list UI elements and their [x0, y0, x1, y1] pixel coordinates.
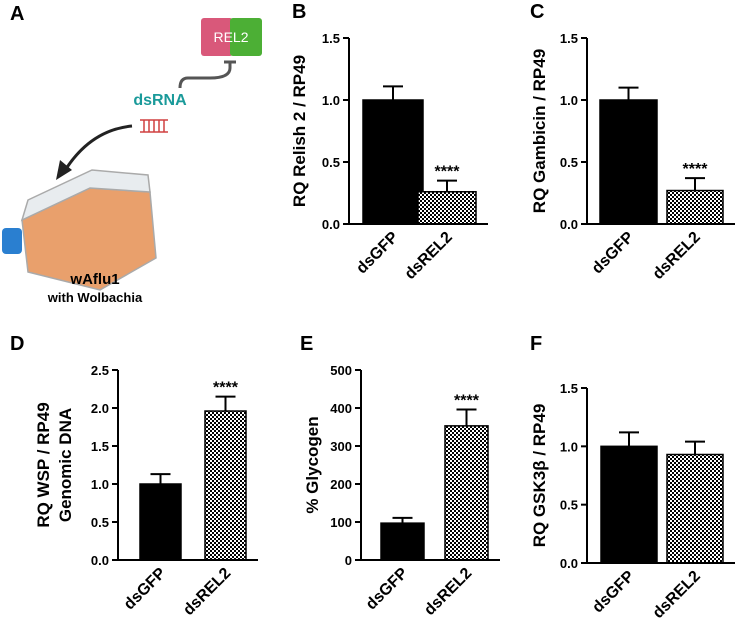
- y-tick-label: 0.0: [91, 553, 109, 568]
- y-tick-label: 2.0: [91, 401, 109, 416]
- bar: [666, 453, 724, 564]
- x-tick-label: dsREL2: [402, 229, 456, 283]
- bar: [600, 445, 658, 564]
- gene-block-left: [201, 18, 233, 56]
- y-tick-label: 1.0: [91, 477, 109, 492]
- y-axis-label: RQ WSP / RP49: [34, 402, 53, 527]
- y-tick-label: 0.0: [560, 556, 578, 571]
- x-tick-label: dsREL2: [650, 229, 704, 283]
- y-tick-label: 0.5: [560, 498, 578, 513]
- y-tick-label: 1.5: [322, 31, 340, 46]
- error-bar: [215, 395, 236, 412]
- panel-label: A: [10, 3, 24, 25]
- error-bar: [437, 179, 457, 192]
- error-bar: [619, 431, 639, 447]
- flask-icon: [2, 169, 157, 291]
- bar: [417, 191, 477, 225]
- x-tick-label: dsGFP: [363, 565, 412, 614]
- panel-a: A REL2 dsRNA wAflu1 with Wolbachia: [2, 3, 262, 305]
- y-axis-label: Genomic DNA: [56, 408, 75, 522]
- panel-label: F: [530, 333, 542, 355]
- y-tick-label: 100: [330, 515, 352, 530]
- error-bar: [392, 516, 413, 524]
- y-axis-label: RQ Gambicin / RP49: [530, 49, 549, 213]
- x-tick-label: dsGFP: [589, 568, 638, 617]
- dsrna-icon: [140, 119, 168, 133]
- gene-label: REL2: [213, 29, 248, 45]
- significance: ****: [454, 393, 480, 410]
- error-bar: [618, 86, 639, 100]
- y-tick-label: 1.5: [91, 439, 109, 454]
- y-tick-label: 400: [330, 401, 352, 416]
- y-axis-label: RQ Relish 2 / RP49: [290, 55, 309, 207]
- bar: [666, 189, 724, 225]
- y-tick-label: 0.5: [91, 515, 109, 530]
- y-tick-label: 0.0: [560, 217, 578, 232]
- x-tick-label: dsGFP: [589, 229, 638, 278]
- y-tick-label: 1.5: [560, 381, 578, 396]
- inhibition-line: [178, 60, 236, 89]
- cell-line-label: wAflu1: [69, 271, 119, 288]
- y-tick-label: 0.5: [322, 155, 340, 170]
- bar: [139, 483, 182, 561]
- error-bar: [685, 177, 705, 191]
- y-tick-label: 0.5: [560, 155, 578, 170]
- panel-label: C: [530, 1, 544, 23]
- y-tick-label: 1.0: [560, 439, 578, 454]
- cell-note: with Wolbachia: [47, 290, 143, 305]
- error-bar: [150, 473, 171, 484]
- panel-label: B: [292, 1, 306, 23]
- y-axis-label: % Glycogen: [303, 416, 322, 513]
- x-tick-label: dsREL2: [180, 565, 234, 619]
- y-tick-label: 1.0: [560, 93, 578, 108]
- y-tick-label: 200: [330, 477, 352, 492]
- bar: [362, 99, 424, 225]
- bar: [380, 522, 425, 561]
- bar: [599, 99, 658, 225]
- y-tick-label: 1.5: [560, 31, 578, 46]
- error-bar: [383, 85, 403, 100]
- y-tick-label: 0.0: [322, 217, 340, 232]
- bar: [204, 410, 247, 561]
- panel-label: E: [300, 333, 313, 355]
- significance: ****: [435, 164, 461, 181]
- dsrna-label: dsRNA: [133, 92, 187, 109]
- y-tick-label: 1.0: [322, 93, 340, 108]
- bar: [444, 425, 489, 561]
- arrow-head: [56, 160, 72, 180]
- y-tick-label: 500: [330, 363, 352, 378]
- arrow: [62, 124, 133, 173]
- x-tick-label: dsGFP: [353, 229, 402, 278]
- x-tick-label: dsREL2: [650, 568, 704, 622]
- significance: ****: [213, 380, 239, 397]
- gene-block-right: [230, 18, 262, 56]
- y-tick-label: 2.5: [91, 363, 109, 378]
- y-tick-label: 300: [330, 439, 352, 454]
- error-bar: [456, 408, 477, 426]
- x-tick-label: dsREL2: [421, 565, 475, 619]
- x-tick-label: dsGFP: [121, 565, 170, 614]
- y-tick-label: 0: [345, 553, 352, 568]
- y-axis-label: RQ GSK3β / RP49: [530, 404, 549, 548]
- error-bar: [685, 440, 705, 455]
- panel-label: D: [10, 333, 24, 355]
- significance: ****: [683, 161, 709, 178]
